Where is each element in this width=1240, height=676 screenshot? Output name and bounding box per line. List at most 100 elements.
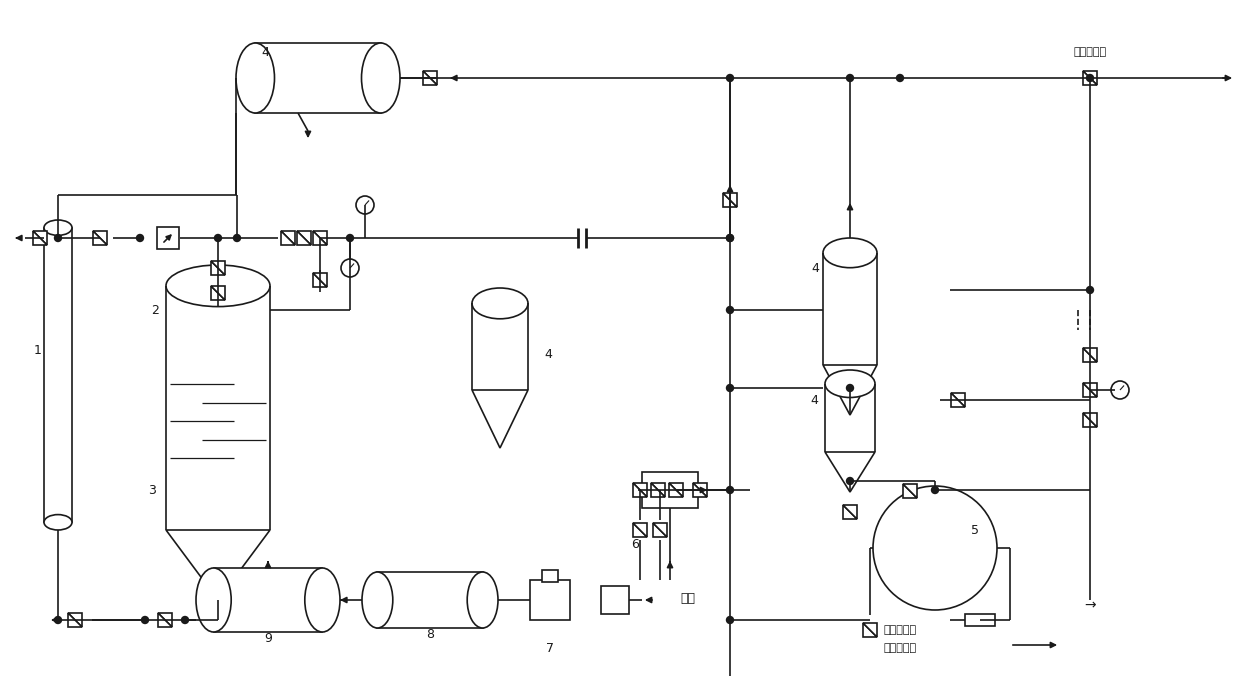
Text: 去碱液吸收: 去碱液吸收 <box>1074 47 1106 57</box>
Polygon shape <box>1083 348 1097 362</box>
Circle shape <box>873 486 997 610</box>
Polygon shape <box>1083 413 1097 427</box>
Polygon shape <box>211 261 224 275</box>
Ellipse shape <box>467 572 498 628</box>
Text: 去二氧化硫: 去二氧化硫 <box>883 625 916 635</box>
Polygon shape <box>843 505 857 519</box>
Polygon shape <box>670 483 683 497</box>
Text: 7: 7 <box>546 642 554 654</box>
Polygon shape <box>312 273 327 287</box>
Polygon shape <box>298 231 311 245</box>
Polygon shape <box>281 231 295 245</box>
Circle shape <box>931 487 939 493</box>
Polygon shape <box>1083 383 1097 397</box>
Polygon shape <box>472 390 528 448</box>
Polygon shape <box>632 483 647 497</box>
Bar <box>601 586 629 614</box>
Ellipse shape <box>825 370 875 397</box>
Text: 4: 4 <box>544 349 552 362</box>
Circle shape <box>1086 74 1094 82</box>
Circle shape <box>55 235 62 241</box>
Polygon shape <box>653 523 667 537</box>
Polygon shape <box>312 273 327 287</box>
Polygon shape <box>863 623 877 637</box>
Polygon shape <box>951 393 965 407</box>
Polygon shape <box>723 193 737 207</box>
Text: 4: 4 <box>811 262 818 274</box>
Circle shape <box>727 306 734 314</box>
Text: 回收液储罐: 回收液储罐 <box>883 643 916 653</box>
Ellipse shape <box>1111 381 1128 399</box>
Polygon shape <box>68 613 82 627</box>
Ellipse shape <box>823 238 877 268</box>
Bar <box>377 572 482 628</box>
Polygon shape <box>651 483 665 497</box>
Polygon shape <box>157 613 172 627</box>
Polygon shape <box>93 231 107 245</box>
Circle shape <box>897 74 904 82</box>
Ellipse shape <box>305 568 340 632</box>
Circle shape <box>727 235 734 241</box>
Bar <box>213 568 322 632</box>
Polygon shape <box>33 231 47 245</box>
Polygon shape <box>281 231 295 245</box>
Polygon shape <box>951 393 965 407</box>
Polygon shape <box>166 530 270 600</box>
Circle shape <box>1086 287 1094 293</box>
Circle shape <box>141 617 149 623</box>
Polygon shape <box>298 231 311 245</box>
Text: 2: 2 <box>151 304 159 316</box>
Circle shape <box>55 617 62 623</box>
Polygon shape <box>670 483 683 497</box>
Polygon shape <box>723 193 737 207</box>
Polygon shape <box>33 231 47 245</box>
Circle shape <box>233 235 241 241</box>
Text: 4: 4 <box>810 393 818 406</box>
Circle shape <box>727 617 734 623</box>
Circle shape <box>847 74 853 82</box>
Circle shape <box>727 385 734 391</box>
Circle shape <box>136 235 144 241</box>
Polygon shape <box>823 365 877 415</box>
Circle shape <box>346 235 353 241</box>
Text: 9: 9 <box>264 631 272 644</box>
Polygon shape <box>312 231 327 245</box>
Polygon shape <box>157 613 172 627</box>
Circle shape <box>727 487 734 493</box>
Text: 空气: 空气 <box>680 592 694 604</box>
Polygon shape <box>93 231 107 245</box>
Ellipse shape <box>43 514 72 530</box>
Circle shape <box>181 617 188 623</box>
Polygon shape <box>651 483 665 497</box>
Text: 6: 6 <box>631 539 639 552</box>
Text: 5: 5 <box>971 523 980 537</box>
Polygon shape <box>423 71 436 85</box>
Polygon shape <box>1083 383 1097 397</box>
Ellipse shape <box>362 43 401 113</box>
Bar <box>157 227 179 249</box>
Bar <box>529 580 570 620</box>
Polygon shape <box>903 484 918 498</box>
Ellipse shape <box>236 43 274 113</box>
Polygon shape <box>1083 71 1097 85</box>
Bar <box>255 43 381 113</box>
Bar <box>542 570 558 582</box>
Text: →: → <box>1084 598 1096 612</box>
Circle shape <box>727 74 734 82</box>
Polygon shape <box>211 261 224 275</box>
Ellipse shape <box>43 220 72 235</box>
Polygon shape <box>653 523 667 537</box>
Polygon shape <box>423 71 436 85</box>
Circle shape <box>847 385 853 391</box>
Ellipse shape <box>196 568 231 632</box>
Polygon shape <box>1083 413 1097 427</box>
Ellipse shape <box>362 572 393 628</box>
Polygon shape <box>211 286 224 300</box>
Polygon shape <box>632 483 647 497</box>
Polygon shape <box>693 483 707 497</box>
Polygon shape <box>1083 71 1097 85</box>
Polygon shape <box>211 286 224 300</box>
Text: 4: 4 <box>262 45 269 59</box>
Polygon shape <box>693 483 707 497</box>
Polygon shape <box>825 452 875 492</box>
